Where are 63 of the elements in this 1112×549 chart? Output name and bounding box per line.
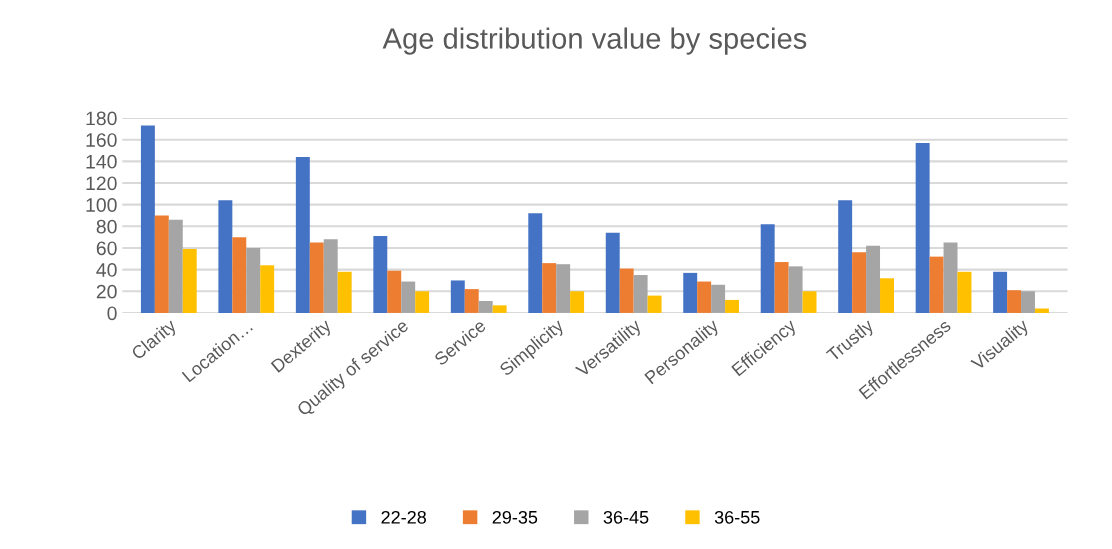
bar: [725, 299, 740, 313]
legend-label: 36-55: [714, 510, 760, 524]
bar: [168, 219, 183, 313]
y-tick-label: 40: [96, 263, 117, 277]
bar: [401, 281, 416, 313]
bar: [619, 268, 634, 313]
bar: [774, 262, 789, 313]
y-tick-label: 0: [107, 306, 117, 321]
bar: [232, 237, 247, 313]
bar: [464, 289, 479, 313]
bar: [957, 271, 972, 313]
y-tick-label: 140: [86, 154, 117, 169]
bar: [492, 305, 507, 313]
y-tick-label: 20: [96, 284, 117, 299]
bar: [838, 200, 853, 313]
bar: [993, 271, 1008, 313]
bar: [323, 239, 338, 313]
bar: [182, 249, 197, 313]
legend-label: 29-35: [492, 510, 538, 524]
bar: [373, 236, 388, 313]
bar: [802, 291, 817, 313]
bar: [542, 263, 557, 313]
bar: [260, 265, 275, 313]
bar: [246, 247, 261, 313]
y-tick-label: 100: [86, 198, 117, 212]
y-tick-label: 160: [86, 133, 117, 147]
bar: [633, 275, 648, 313]
bar: [880, 278, 894, 313]
bar: [309, 242, 324, 313]
bar: [528, 213, 543, 313]
bar: [570, 291, 585, 313]
bar: [711, 284, 726, 313]
bar: [218, 200, 233, 313]
bar: [915, 142, 930, 313]
bar: [556, 264, 571, 313]
bar: [1007, 290, 1022, 313]
y-tick-label: 60: [96, 241, 117, 256]
y-tick-label: 80: [96, 219, 117, 234]
bar: [929, 256, 944, 313]
bar: [295, 157, 310, 313]
bar: [478, 301, 493, 313]
bar: [1021, 291, 1035, 313]
bar: [1034, 308, 1049, 313]
bar: [852, 252, 867, 313]
legend-label: 36-45: [603, 510, 649, 524]
chart-title: Age distribution value by species: [382, 27, 807, 55]
bar: [788, 266, 803, 313]
bar: [866, 245, 881, 313]
bar: [337, 271, 352, 313]
bar: [943, 242, 958, 313]
bar: [387, 270, 402, 313]
bar: [154, 215, 169, 313]
bar: [647, 295, 662, 313]
bar: [605, 232, 620, 313]
y-tick-label: 120: [86, 176, 117, 191]
bar: [415, 291, 430, 313]
y-tick-label: 180: [86, 111, 117, 126]
bar: [450, 280, 465, 313]
legend-label: 22-28: [381, 510, 426, 524]
bar: [140, 125, 155, 313]
bar: [697, 281, 712, 313]
bar: [683, 272, 698, 313]
bar: [760, 224, 775, 313]
